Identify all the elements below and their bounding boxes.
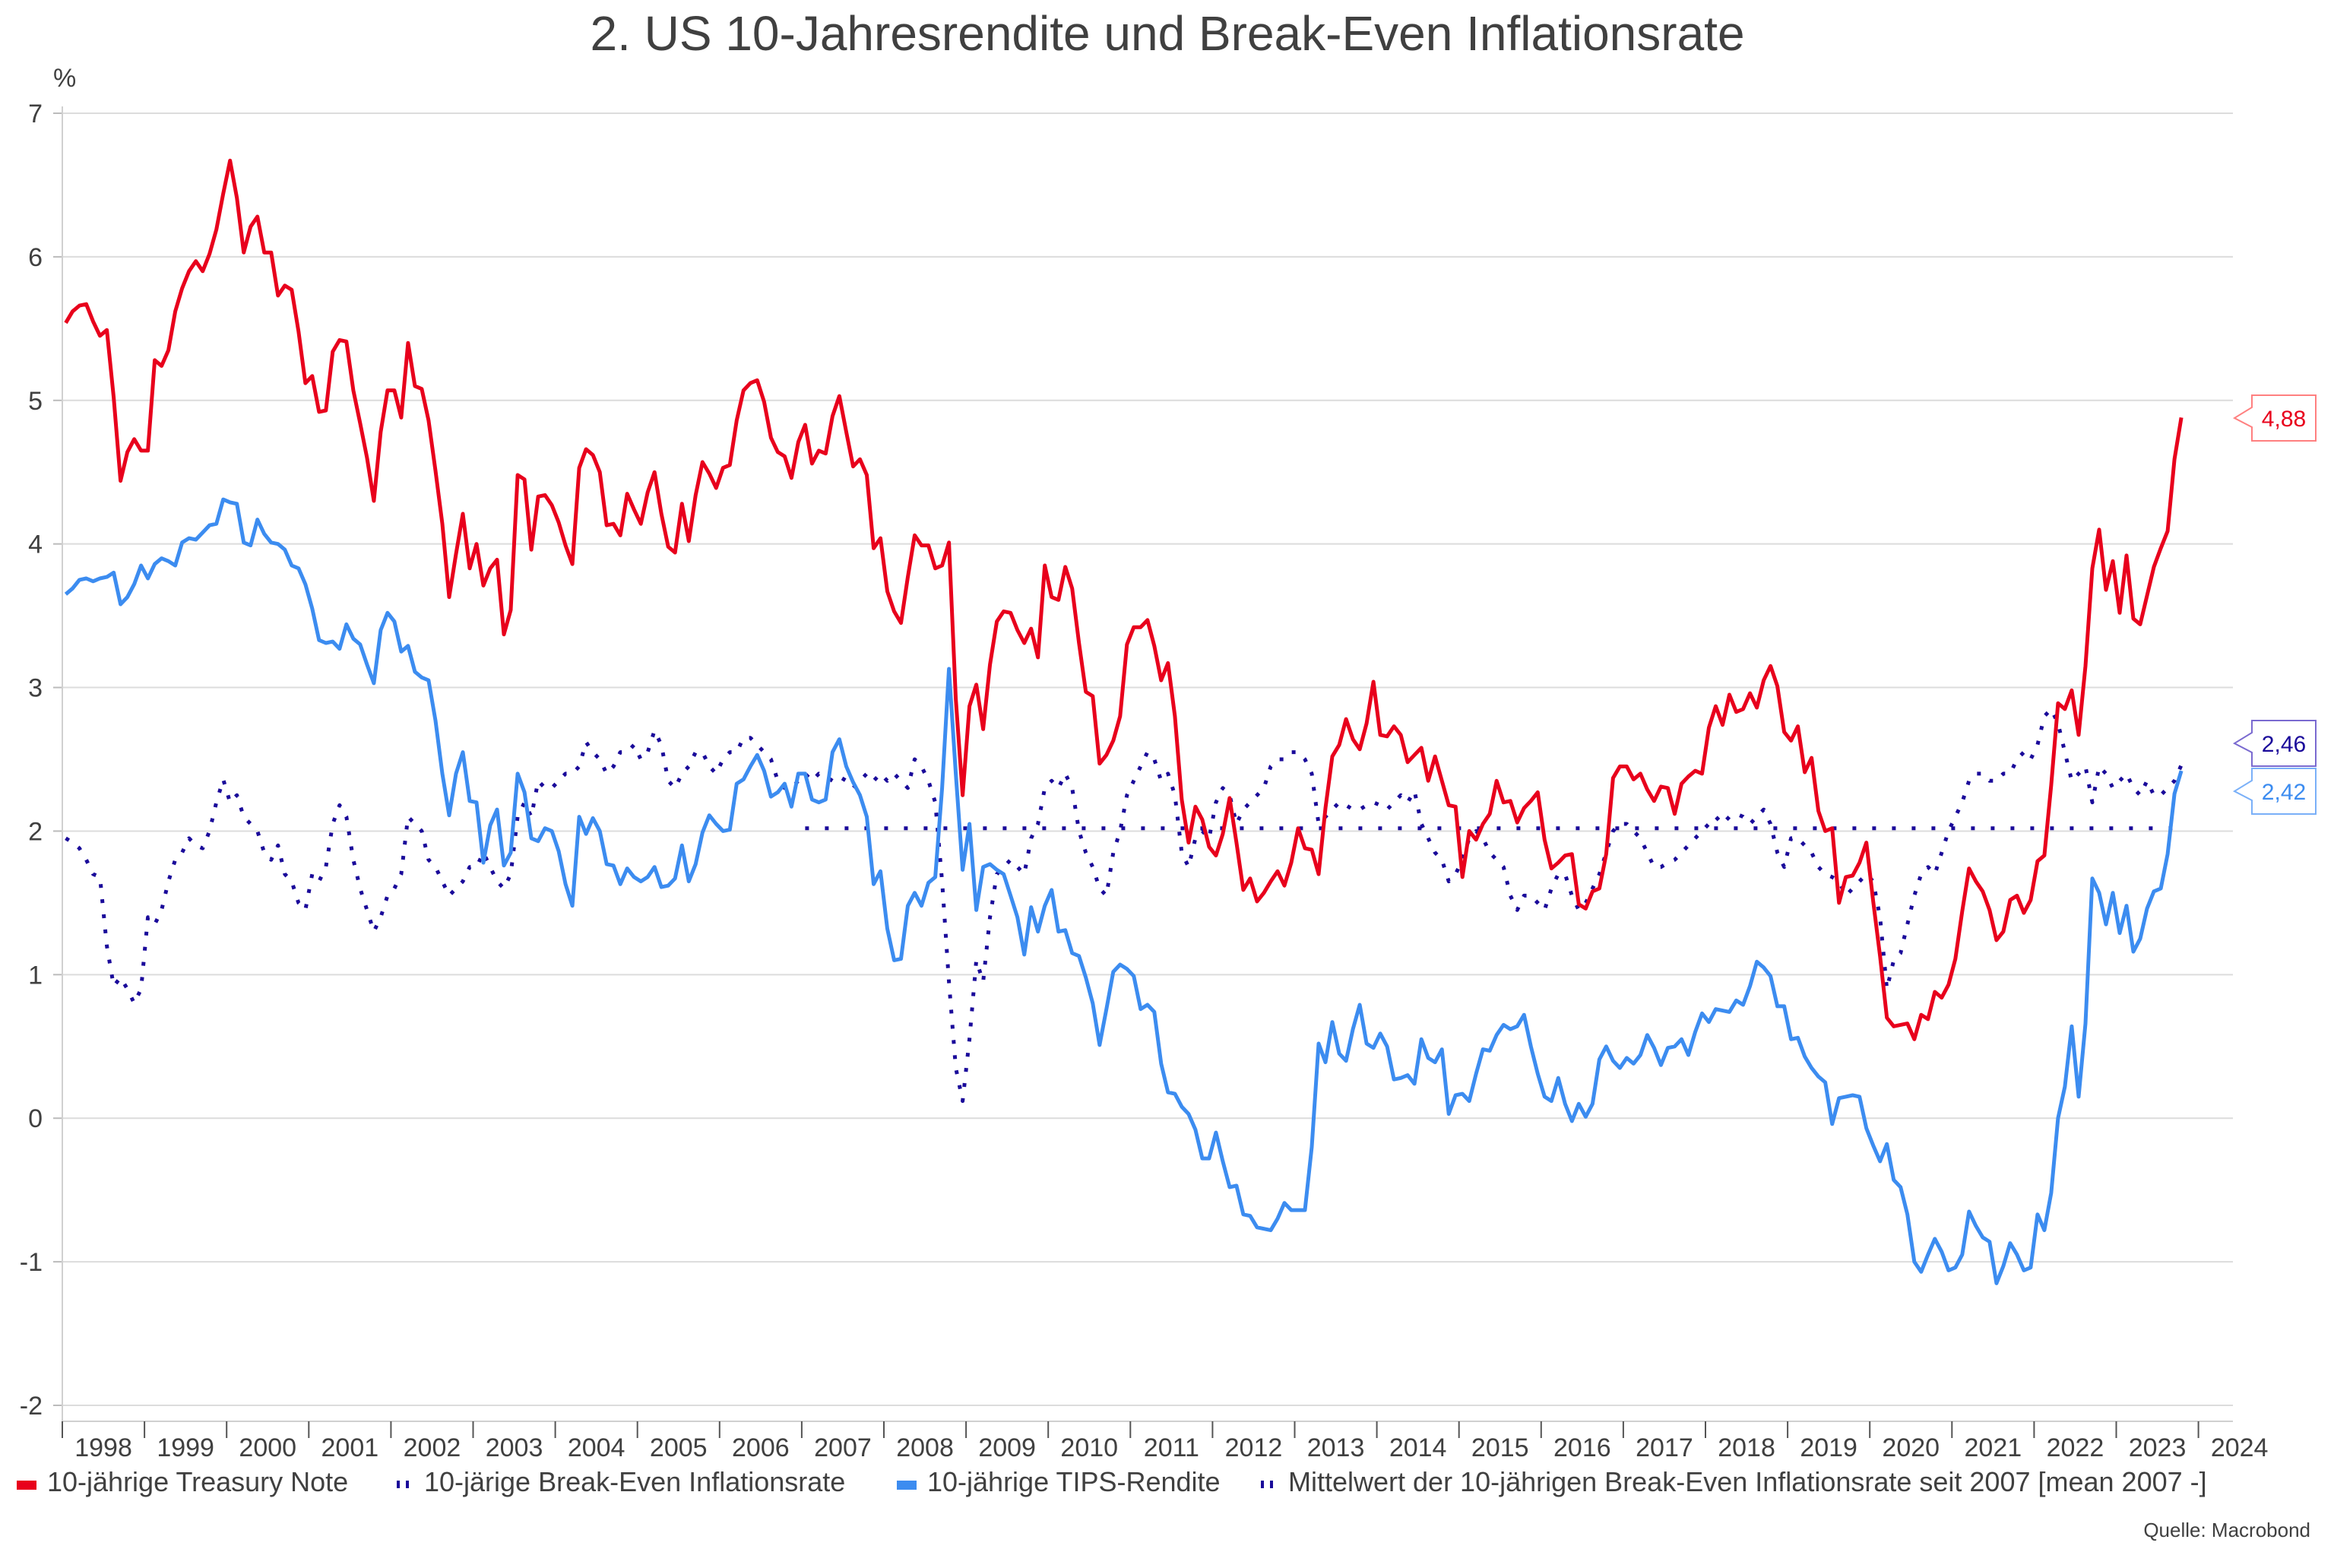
- chart-title: 2. US 10-Jahresrendite und Break-Even In…: [590, 6, 1744, 61]
- x-tick-label: 2010: [1060, 1433, 1118, 1462]
- source-note: Quelle: Macrobond: [2143, 1519, 2310, 1541]
- callout-label: 2,46: [2262, 732, 2306, 757]
- x-tick-label: 2004: [568, 1433, 625, 1462]
- x-tick-label: 1999: [157, 1433, 214, 1462]
- x-tick-label: 2003: [486, 1433, 543, 1462]
- y-tick-label: 6: [28, 243, 43, 272]
- x-tick-label: 2024: [2211, 1433, 2269, 1462]
- y-tick-label: 0: [28, 1104, 43, 1133]
- legend-label: 10-jährige TIPS-Rendite: [927, 1466, 1221, 1497]
- y-tick-label: 3: [28, 674, 43, 703]
- callout-box: [2232, 768, 2317, 815]
- x-tick-label: 2001: [321, 1433, 379, 1462]
- x-tick-label: 2002: [404, 1433, 461, 1462]
- callout-label: 2,42: [2262, 780, 2306, 805]
- series-line-2: [64, 497, 2184, 1285]
- callout-label: 4,88: [2262, 407, 2306, 432]
- x-tick-label: 2015: [1471, 1433, 1529, 1462]
- x-tick-label: 2007: [814, 1433, 872, 1462]
- x-tick-label: 2006: [732, 1433, 790, 1462]
- legend-swatch: [1261, 1481, 1264, 1488]
- x-axis-ticks: 1998 1999 2000 2001 2002 2003 2004 2005 2006 2007…: [62, 1421, 2268, 1462]
- x-tick-label: 1998: [74, 1433, 132, 1462]
- x-tick-label: 2014: [1389, 1433, 1447, 1462]
- legend-label: 10-järige Break-Even Inflationsrate: [424, 1466, 845, 1497]
- y-tick-label: 2: [28, 817, 43, 846]
- legend-swatch: [1270, 1481, 1273, 1488]
- x-tick-label: 2009: [978, 1433, 1036, 1462]
- legend-swatch: [17, 1481, 36, 1490]
- y-tick-label: 7: [28, 100, 43, 128]
- x-tick-label: 2022: [2047, 1433, 2104, 1462]
- y-axis-unit-label: %: [53, 64, 76, 93]
- x-tick-label: 2012: [1225, 1433, 1283, 1462]
- legend-swatch: [406, 1481, 409, 1488]
- callout-box: [2232, 720, 2317, 767]
- x-tick-label: 2020: [1882, 1433, 1940, 1462]
- series-layer: [64, 158, 2184, 1285]
- y-tick-label: -1: [20, 1248, 43, 1277]
- x-tick-label: 2018: [1718, 1433, 1775, 1462]
- x-tick-label: 2023: [2129, 1433, 2187, 1462]
- series-line-1: [65, 707, 2184, 1104]
- series-line-0: [64, 158, 2184, 1041]
- y-axis-ticks: -2 -1 0 1 2 3 4 5 6 7: [20, 100, 62, 1421]
- y-tick-label: 1: [28, 961, 43, 990]
- x-tick-label: 2011: [1144, 1433, 1199, 1462]
- x-tick-label: 2021: [1965, 1433, 2022, 1462]
- legend-swatch: [397, 1481, 400, 1488]
- legend: 10-jährige Treasury Note 10-järige Break-…: [17, 1466, 2207, 1497]
- x-tick-label: 2000: [239, 1433, 296, 1462]
- legend-label: 10-jährige Treasury Note: [47, 1466, 348, 1497]
- x-tick-label: 2019: [1800, 1433, 1857, 1462]
- callout-box: [2232, 394, 2317, 442]
- x-tick-label: 2017: [1636, 1433, 1693, 1462]
- y-tick-label: 5: [28, 387, 43, 416]
- x-tick-label: 2008: [896, 1433, 954, 1462]
- x-tick-label: 2005: [650, 1433, 708, 1462]
- gridlines: [62, 112, 2233, 1406]
- legend-swatch: [897, 1481, 917, 1490]
- y-tick-label: -2: [20, 1392, 43, 1421]
- y-tick-label: 4: [28, 531, 43, 559]
- x-tick-label: 2013: [1307, 1433, 1365, 1462]
- x-tick-label: 2016: [1553, 1433, 1611, 1462]
- legend-label: Mittelwert der 10-jährigen Break-Even In…: [1288, 1466, 2207, 1497]
- last-value-callouts: 4,88 2,46 2,42: [2232, 394, 2317, 815]
